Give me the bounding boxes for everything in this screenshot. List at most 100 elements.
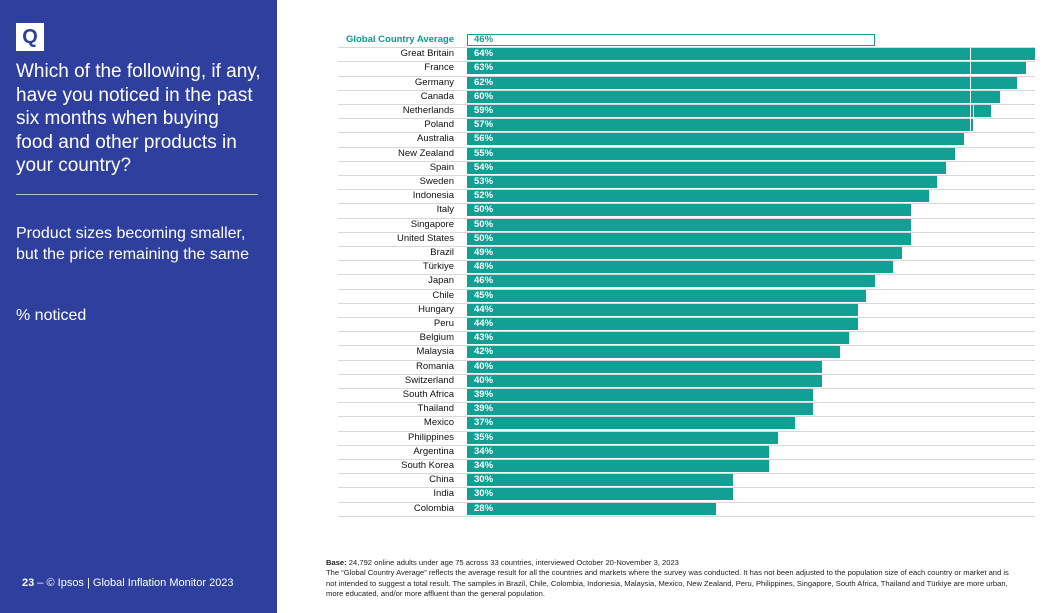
bar-belgium — [467, 332, 849, 345]
bar-france — [467, 62, 1027, 75]
bar-malaysia — [467, 346, 840, 359]
value-label-mexico: 37% — [474, 417, 494, 429]
value-label-thailand: 39% — [474, 403, 494, 415]
page-number: 23 — [22, 577, 35, 589]
bar-japan — [467, 275, 876, 288]
question-text: Which of the following, if any, have you… — [16, 61, 261, 176]
bar-chile — [467, 289, 867, 302]
side-panel: Q Which of the following, if any, have y… — [0, 0, 277, 613]
average-bar — [467, 34, 876, 46]
category-label-singapore: Singapore — [410, 218, 454, 230]
bar-italy — [467, 204, 911, 217]
value-label-germany: 62% — [474, 76, 494, 88]
category-label-mexico: Mexico — [423, 417, 454, 429]
value-label-great-britain: 64% — [474, 48, 494, 60]
value-label-poland: 57% — [474, 119, 494, 131]
base-note: Base: 24,792 online adults under age 75 … — [326, 558, 1016, 600]
row-gridline — [338, 175, 1035, 176]
statement-text: Product sizes becoming smaller, but the … — [16, 225, 250, 263]
category-label-south-africa: South Africa — [402, 389, 454, 400]
category-label-great-britain: Great Britain — [400, 48, 454, 60]
category-label-belgium: Belgium — [419, 332, 454, 344]
row-gridline — [338, 75, 1035, 77]
value-label-canada: 60% — [474, 90, 494, 102]
category-label-united-states: United States — [396, 232, 454, 244]
bar-philippines — [467, 431, 778, 444]
row-gridline — [338, 345, 1035, 347]
value-label-netherlands: 59% — [474, 105, 494, 116]
row-gridline — [338, 231, 1035, 233]
row-gridline — [338, 189, 1035, 191]
category-label-philippines: Philippines — [408, 431, 454, 443]
footer-text: – © Ipsos | Global Inflation Monitor 202… — [34, 577, 234, 589]
category-label-global-country-average: Global Country Average — [345, 34, 454, 45]
base-text: 24,792 online adults under age 75 across… — [346, 558, 679, 567]
row-gridline — [338, 501, 1035, 503]
row-gridline — [338, 444, 1035, 446]
row-gridline — [338, 104, 1035, 105]
value-label-belgium: 43% — [474, 332, 494, 344]
value-label-new-zealand: 55% — [474, 147, 494, 159]
category-label-t-rkiye: Türkiye — [422, 261, 454, 273]
row-gridline — [338, 459, 1035, 460]
value-label-singapore: 50% — [474, 218, 494, 230]
value-label-romania: 40% — [474, 360, 494, 372]
row-gridline — [338, 203, 1035, 205]
value-label-switzerland: 40% — [474, 374, 494, 386]
value-label-chile: 45% — [474, 289, 494, 301]
category-label-brazil: Brazil — [430, 247, 454, 258]
category-label-japan: Japan — [428, 275, 454, 287]
category-label-south-korea: South Korea — [401, 460, 454, 471]
row-gridline — [338, 160, 1035, 162]
category-label-malaysia: Malaysia — [416, 346, 455, 358]
bar-china — [467, 474, 734, 487]
category-label-germany: Germany — [414, 76, 454, 88]
bar-separator-1 — [973, 105, 974, 133]
row-gridline — [338, 487, 1035, 489]
category-label-argentina: Argentina — [413, 445, 454, 457]
bar-canada — [467, 90, 1000, 103]
value-label-united-states: 50% — [474, 232, 494, 244]
average-note: The “Global Country Average” reflects th… — [326, 568, 1009, 599]
value-label-india: 30% — [474, 488, 494, 500]
category-label-sweden: Sweden — [419, 176, 454, 187]
footer: 23 – © Ipsos | Global Inflation Monitor … — [22, 577, 234, 589]
row-gridline — [338, 217, 1035, 219]
bar-south-korea — [467, 460, 769, 472]
category-label-spain: Spain — [429, 161, 454, 173]
value-label-japan: 46% — [474, 275, 494, 287]
bar-indonesia — [467, 190, 929, 203]
row-gridline — [338, 473, 1035, 475]
bar-singapore — [467, 218, 911, 231]
bar-india — [467, 488, 734, 501]
category-label-china: China — [429, 474, 454, 486]
bar-mexico — [467, 417, 796, 430]
bar-switzerland — [467, 374, 822, 387]
value-label-global-country-average: 46% — [474, 34, 494, 45]
panel-divider — [16, 194, 258, 195]
bar-argentina — [467, 445, 769, 458]
value-label-south-korea: 34% — [474, 460, 494, 471]
bar-spain — [467, 161, 947, 174]
value-label-sweden: 53% — [474, 176, 494, 187]
value-label-australia: 56% — [474, 133, 494, 145]
category-label-chile: Chile — [432, 289, 454, 301]
value-label-hungary: 44% — [474, 303, 494, 315]
bar-romania — [467, 360, 822, 373]
bar-australia — [467, 133, 964, 146]
row-gridline — [338, 331, 1035, 333]
bar-sweden — [467, 176, 938, 188]
value-label-malaysia: 42% — [474, 346, 494, 358]
row-gridline — [338, 89, 1035, 91]
row-gridline — [338, 118, 1035, 120]
value-label-china: 30% — [474, 474, 494, 486]
bar-united-states — [467, 232, 911, 245]
category-label-peru: Peru — [433, 318, 454, 329]
bar-hungary — [467, 303, 858, 316]
category-label-new-zealand: New Zealand — [398, 147, 454, 159]
value-label-peru: 44% — [474, 318, 494, 329]
value-label-brazil: 49% — [474, 247, 494, 258]
base-label: Base: — [326, 558, 347, 567]
row-gridline — [338, 288, 1035, 290]
bar-colombia — [467, 502, 716, 515]
